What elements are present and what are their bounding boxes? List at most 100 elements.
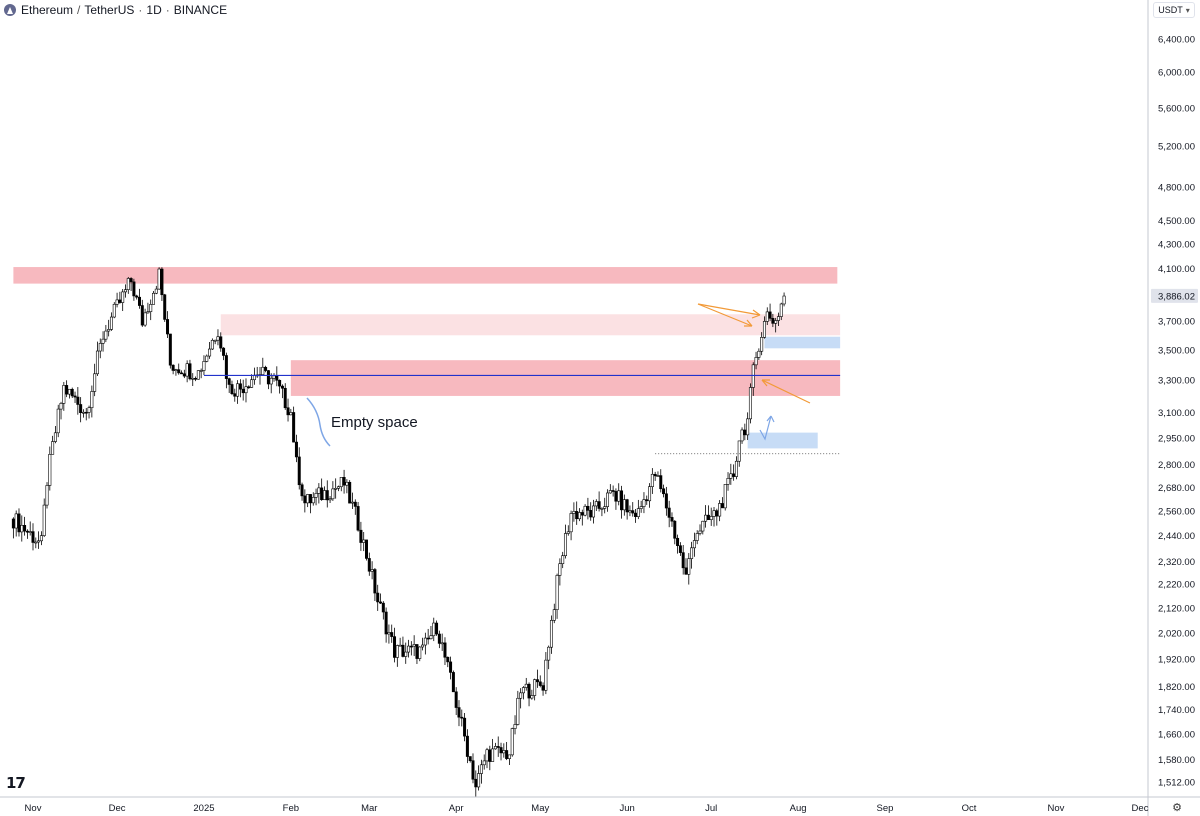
candle-body bbox=[266, 370, 270, 385]
candle-body bbox=[426, 637, 430, 640]
candle-body bbox=[166, 319, 170, 335]
price-tick-label: 5,600.00 bbox=[1158, 103, 1195, 114]
candle-body bbox=[563, 533, 567, 557]
candle-body bbox=[51, 441, 55, 455]
candle-body bbox=[286, 407, 290, 416]
candle-body bbox=[387, 632, 391, 635]
candle-body bbox=[477, 773, 481, 788]
orange-arrow-line bbox=[697, 303, 761, 316]
candle-body bbox=[530, 695, 534, 699]
candle-body bbox=[84, 411, 88, 414]
quote-name: TetherUS bbox=[84, 3, 135, 17]
candle-body bbox=[468, 756, 472, 761]
chevron-down-icon: ▾ bbox=[1185, 5, 1190, 15]
candle-body bbox=[589, 510, 593, 518]
candle-body bbox=[121, 291, 125, 303]
candle-body bbox=[126, 278, 130, 290]
annotation-empty-space: Empty space bbox=[331, 414, 418, 431]
candle-body bbox=[350, 501, 354, 504]
time-tick-label: Nov bbox=[25, 803, 42, 814]
time-tick-label: Feb bbox=[283, 803, 299, 814]
candle-body bbox=[25, 530, 29, 533]
candle-body bbox=[107, 329, 111, 332]
candle-body bbox=[544, 659, 548, 691]
candle-body bbox=[53, 432, 57, 442]
candle-body bbox=[143, 312, 147, 326]
candle-body bbox=[233, 393, 237, 397]
candle-body bbox=[384, 611, 388, 635]
candle-body bbox=[275, 375, 279, 381]
candle-body bbox=[748, 387, 752, 420]
resistance-zone bbox=[13, 267, 838, 284]
price-tick-label: 1,820.00 bbox=[1158, 682, 1195, 693]
orange-arrow-line bbox=[761, 379, 811, 404]
candle-body bbox=[322, 490, 326, 501]
candle-body bbox=[353, 501, 357, 507]
candle-body bbox=[157, 268, 161, 290]
candle-body bbox=[592, 505, 596, 518]
candle-body bbox=[729, 473, 733, 479]
candle-body bbox=[280, 385, 284, 389]
candle-body bbox=[586, 505, 590, 511]
candle-body bbox=[692, 540, 696, 549]
candle-body bbox=[510, 728, 514, 756]
time-tick-label: 2025 bbox=[193, 803, 214, 814]
candle-body bbox=[656, 475, 660, 477]
candle-body bbox=[572, 511, 576, 514]
candle-body bbox=[502, 750, 506, 754]
candle-body bbox=[754, 357, 758, 366]
candle-body bbox=[507, 754, 511, 759]
candle-body bbox=[79, 404, 83, 413]
candle-body bbox=[519, 692, 523, 699]
candle-body bbox=[751, 364, 755, 388]
candle-body bbox=[308, 494, 312, 504]
candle-body bbox=[552, 609, 556, 621]
price-tick-label: 2,680.00 bbox=[1158, 483, 1195, 494]
candle-body bbox=[146, 311, 150, 314]
currency-selector[interactable]: USDT ▾ bbox=[1153, 2, 1195, 18]
candle-body bbox=[479, 764, 483, 774]
candle-body bbox=[505, 750, 509, 759]
candle-body bbox=[31, 531, 35, 543]
orange-arrow-head bbox=[744, 319, 753, 327]
candle-body bbox=[227, 378, 231, 385]
ethereum-logo-icon bbox=[4, 4, 16, 16]
price-tick-label: 2,800.00 bbox=[1158, 460, 1195, 471]
candle-body bbox=[547, 646, 551, 661]
candle-body bbox=[123, 289, 127, 293]
candle-body bbox=[292, 412, 296, 443]
gear-icon[interactable]: ⚙ bbox=[1172, 801, 1182, 814]
candle-body bbox=[379, 601, 383, 604]
candle-body bbox=[70, 388, 74, 397]
candle-body bbox=[87, 407, 91, 413]
candle-body bbox=[538, 681, 542, 686]
time-tick-label: Jun bbox=[619, 803, 634, 814]
candle-body bbox=[471, 760, 475, 780]
symbol-title[interactable]: Ethereum / TetherUS · 1D · BINANCE bbox=[4, 2, 227, 18]
price-tick-label: 1,920.00 bbox=[1158, 654, 1195, 665]
candle-body bbox=[365, 539, 369, 559]
price-tick-label: 3,300.00 bbox=[1158, 376, 1195, 387]
candle-body bbox=[415, 644, 419, 659]
candle-body bbox=[317, 487, 321, 494]
candle-body bbox=[191, 377, 195, 380]
candle-body bbox=[421, 644, 425, 648]
candle-body bbox=[418, 646, 422, 659]
candle-body bbox=[743, 429, 747, 436]
price-tick-label: 2,950.00 bbox=[1158, 433, 1195, 444]
candle-body bbox=[348, 481, 352, 504]
candle-body bbox=[485, 749, 489, 762]
candle-body bbox=[432, 622, 436, 637]
candle-body bbox=[109, 316, 113, 330]
time-tick-label: May bbox=[531, 803, 549, 814]
candle-body bbox=[491, 748, 495, 762]
candle-body bbox=[583, 505, 587, 516]
candle-body bbox=[202, 361, 206, 371]
current-price-label: 3,886.02 bbox=[1158, 291, 1195, 302]
candle-body bbox=[642, 499, 646, 507]
price-tick-label: 2,320.00 bbox=[1158, 557, 1195, 568]
price-tick-label: 1,512.00 bbox=[1158, 778, 1195, 789]
candle-body bbox=[132, 281, 136, 297]
candle-body bbox=[185, 363, 189, 377]
